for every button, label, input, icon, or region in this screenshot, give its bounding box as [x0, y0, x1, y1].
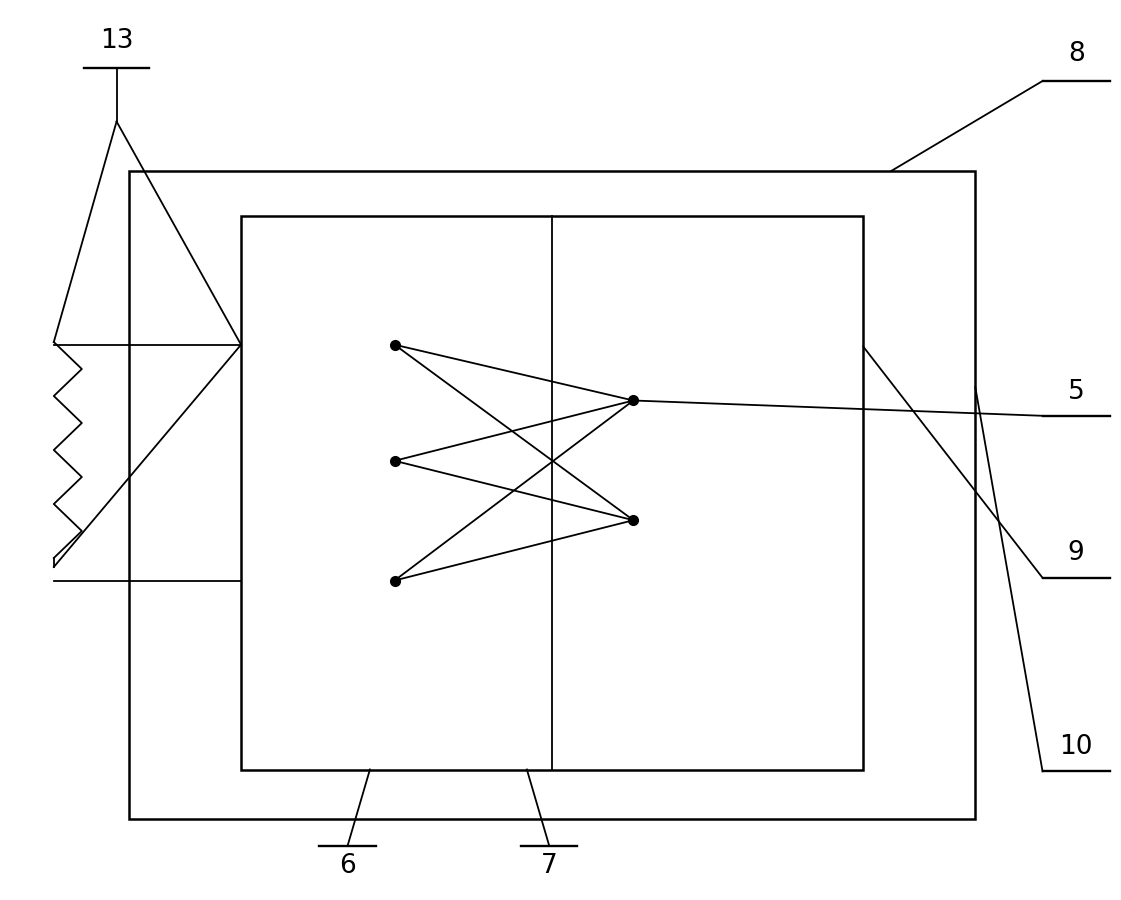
Text: 7: 7: [541, 853, 557, 878]
Text: 9: 9: [1068, 541, 1084, 566]
Bar: [241, 216, 863, 770]
Text: 13: 13: [100, 28, 133, 53]
Text: 10: 10: [1059, 734, 1093, 760]
Text: 5: 5: [1068, 379, 1084, 404]
Text: 8: 8: [1068, 41, 1084, 67]
Bar: [129, 171, 975, 819]
Text: 6: 6: [340, 853, 355, 878]
